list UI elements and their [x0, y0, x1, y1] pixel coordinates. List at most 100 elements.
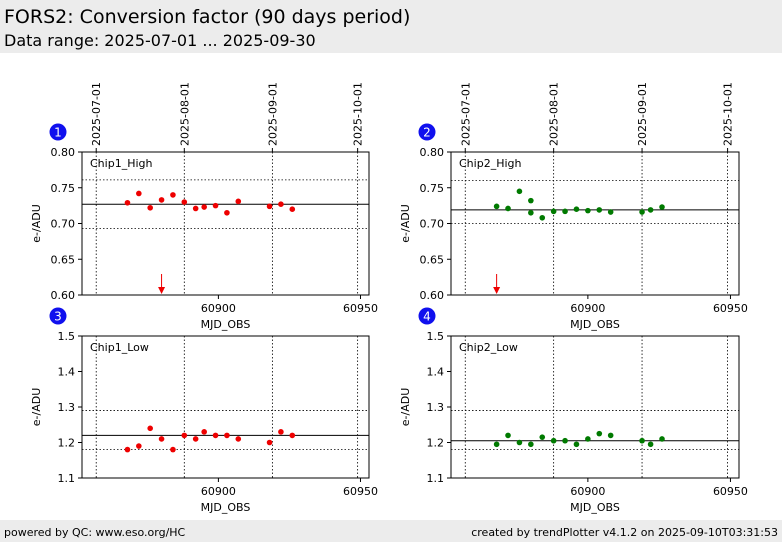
- panel-3-y-tick-label: 1.3: [58, 401, 76, 414]
- panel-1-date-tick-label: 2025-07-01: [90, 82, 103, 146]
- panel-4-x-axis-label: MJD_OBS: [570, 501, 620, 514]
- panel-2-data-point: [528, 209, 534, 216]
- panel-3-data-point: [192, 436, 199, 442]
- panel-2-data-point: [562, 208, 568, 215]
- panel-4-data-point: [596, 430, 603, 437]
- panel-2-date-tick-label: 2025-08-01: [548, 82, 561, 146]
- panel-4-series-label: Chip2_Low: [459, 341, 518, 354]
- panel-3-data-point: [266, 439, 273, 446]
- panel-1-data-point: [192, 205, 199, 212]
- panel-2-x-axis-label: MJD_OBS: [570, 318, 620, 331]
- panel-2-y-tick-label: 0.75: [420, 182, 445, 195]
- panel-4-data-point: [585, 436, 591, 442]
- panel-1-data-point: [136, 190, 142, 197]
- panel-2-x-tick-label: 60900: [570, 302, 605, 315]
- panel-4-data-point: [562, 437, 568, 444]
- panel-2-y-axis-label: e-/ADU: [399, 204, 412, 243]
- panel-2-y-tick-label: 0.60: [420, 289, 445, 302]
- panel-1-y-tick-label: 0.60: [51, 289, 76, 302]
- footer-bar: powered by QC: www.eso.org/HC created by…: [0, 520, 782, 542]
- panel-2-data-point: [505, 205, 511, 212]
- panel-4-badge-circle: [418, 307, 436, 325]
- panel-2-badge-circle: [418, 123, 436, 141]
- panel-1-data-point: [289, 206, 296, 212]
- panel-1-y-tick-label: 0.80: [51, 146, 76, 159]
- panel-3-data-point: [289, 432, 296, 439]
- panel-3-data-point: [201, 429, 207, 435]
- panel-4-data-point: [516, 439, 523, 446]
- panel-1-y-tick-label: 0.65: [51, 253, 76, 266]
- panel-1-data-point: [224, 209, 230, 216]
- panel-2-series-label: Chip2_High: [459, 157, 521, 170]
- panel-4-x-tick-label: 60900: [570, 485, 605, 498]
- panel-3-y-axis-label: e-/ADU: [30, 388, 43, 427]
- panel-1-data-point: [201, 204, 207, 210]
- panel-3-data-point: [224, 432, 230, 439]
- panel-2-data-point: [493, 203, 500, 210]
- panel-1-axes-frame: [81, 151, 370, 296]
- panel-2-x-tick-label: 60950: [713, 302, 748, 315]
- panel-1-x-tick-label: 60950: [343, 302, 378, 315]
- page-subtitle: Data range: 2025-07-01 ... 2025-09-30: [4, 31, 316, 50]
- panel-1-data-point: [181, 199, 188, 205]
- panel-2-badge-number: 2: [423, 126, 431, 140]
- panel-2-data-point: [639, 209, 645, 215]
- panel-4-data-point: [607, 432, 614, 439]
- panel-2-data-point: [516, 188, 523, 195]
- panel-2-data-point: [585, 207, 591, 214]
- panel-3-y-tick-label: 1.4: [58, 366, 76, 379]
- panel-2-data-point: [659, 204, 665, 210]
- panel-1-badge-circle: [49, 123, 67, 141]
- footer-generated: created by trendPlotter v4.1.2 on 2025-0…: [471, 526, 778, 539]
- panel-3-data-point: [147, 425, 153, 432]
- panel-4-data-point: [647, 441, 654, 448]
- panel-4-data-point: [550, 437, 557, 444]
- panel-2-date-tick-label: 2025-07-01: [459, 82, 472, 146]
- panel-2-data-point: [528, 197, 534, 204]
- panel-1-data-point: [266, 203, 273, 210]
- panel-1-arrow-head: [158, 287, 166, 294]
- panel-2-y-tick-label: 0.80: [420, 146, 445, 159]
- panel-1-date-tick-label: 2025-09-01: [266, 82, 279, 146]
- panel-4-y-tick-label: 1.3: [427, 401, 445, 414]
- panel-3-data-point: [181, 432, 188, 439]
- panel-4-x-tick-label: 60950: [713, 485, 748, 498]
- panel-2-date-tick-label: 2025-10-01: [722, 82, 735, 146]
- panel-4-data-point: [639, 437, 645, 444]
- panel-3-data-point: [235, 436, 242, 442]
- trend-plots: 0.60 0.65 0.70 0.75 0.80 60900 60950 MJD_OBS e-/…: [30, 82, 748, 514]
- header-bar: FORS2: Conversion factor (90 days period…: [0, 0, 782, 53]
- panel-3-data-point: [278, 429, 284, 435]
- panel-3-y-tick-label: 1.1: [58, 472, 76, 485]
- panel-1-data-point: [147, 204, 153, 211]
- panel-3-data-point: [170, 446, 176, 453]
- panel-4-data-point: [528, 441, 534, 448]
- panel-2-data-point: [573, 206, 580, 212]
- panel-1-y-tick-label: 0.70: [51, 218, 76, 231]
- panel-4-data-point: [505, 432, 511, 439]
- panel-2-arrow-head: [493, 287, 501, 294]
- page-title: FORS2: Conversion factor (90 days period…: [4, 6, 411, 28]
- panel-4-y-tick-label: 1.1: [427, 472, 445, 485]
- panel-1-data-point: [158, 197, 165, 203]
- panel-3-data-point: [212, 432, 219, 439]
- panel-4-y-tick-label: 1.2: [427, 437, 445, 450]
- panel-1-data-point: [278, 201, 284, 207]
- panel-3-y-tick-label: 1.2: [58, 437, 76, 450]
- panel-1-data-point: [170, 192, 176, 198]
- panel-3-data-point: [158, 436, 165, 442]
- panel-2-date-tick-label: 2025-09-01: [636, 82, 649, 146]
- panel-2-data-point: [647, 207, 654, 213]
- panel-3-x-tick-label: 60900: [201, 485, 236, 498]
- panel-1-date-tick-label: 2025-08-01: [178, 82, 191, 146]
- panel-1-data-point: [235, 198, 242, 205]
- panel-3-badge-circle: [49, 307, 67, 325]
- panel-4-y-tick-label: 1.5: [427, 330, 445, 343]
- panel-3-data-point: [124, 446, 131, 453]
- panel-1-y-tick-label: 0.75: [51, 182, 76, 195]
- panel-4-axes-frame: [450, 335, 740, 479]
- panel-1-x-axis-label: MJD_OBS: [201, 318, 251, 331]
- panel-2-y-tick-label: 0.65: [420, 253, 445, 266]
- panel-3-badge-number: 3: [54, 310, 62, 324]
- panel-1-y-axis-label: e-/ADU: [30, 204, 43, 243]
